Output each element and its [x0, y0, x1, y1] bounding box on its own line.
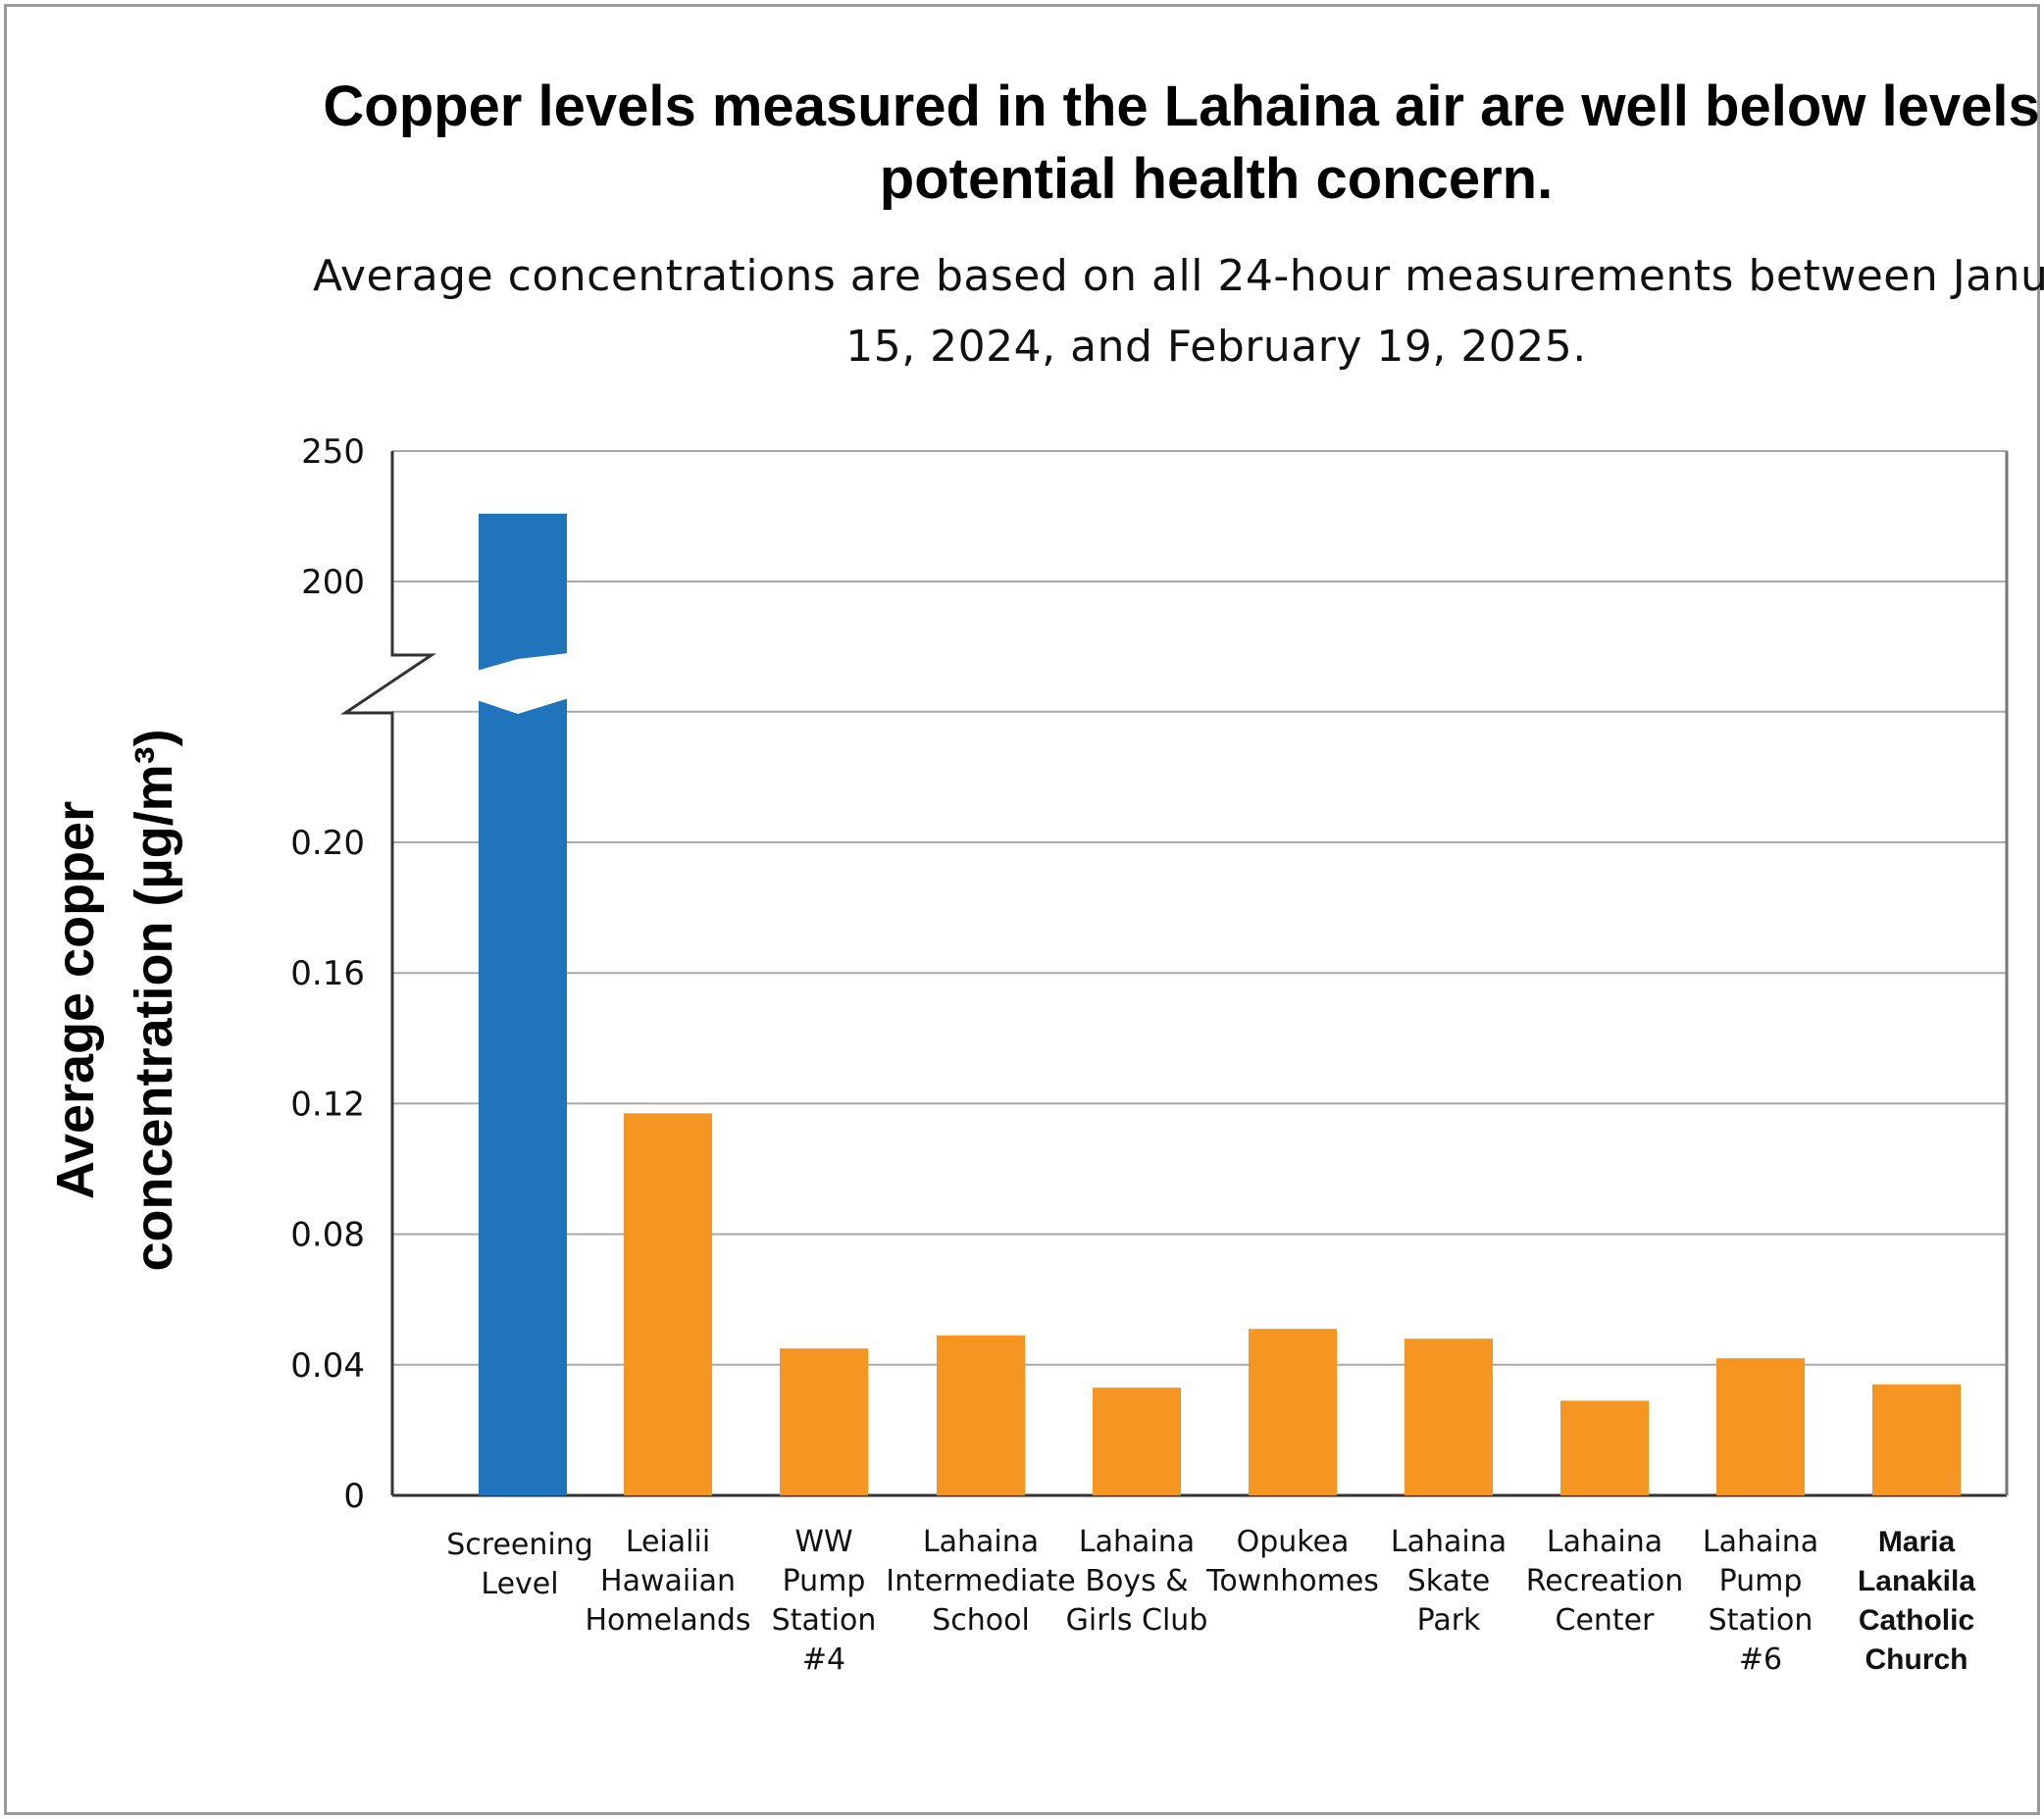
y-tick-label: 0.12 — [290, 1085, 365, 1124]
y-tick-labels: 0 0.04 0.08 0.12 0.16 0.20 200 250 — [290, 432, 365, 1516]
bar — [1560, 1400, 1649, 1495]
x-tick-label-line: Pump — [1719, 1564, 1803, 1598]
y-axis-label-line1: Average copper — [46, 801, 105, 1199]
x-tick-label-line: Church — [1865, 1643, 1968, 1676]
x-tick-label-line: Station — [772, 1603, 877, 1638]
bar — [1093, 1388, 1181, 1495]
x-tick-label-line: Station — [1709, 1603, 1814, 1638]
x-tick-label-line: Leialii — [626, 1525, 710, 1559]
x-tick-label-line: Boys & — [1085, 1564, 1188, 1598]
x-tick-label-line: Hawaiian — [600, 1564, 736, 1598]
x-tick-label-line: Intermediate — [886, 1564, 1076, 1598]
bar — [937, 1335, 1025, 1495]
x-tick-label-line: #4 — [802, 1642, 845, 1677]
bar — [1716, 1358, 1805, 1495]
x-tick-label-line: Recreation — [1526, 1564, 1683, 1598]
x-tick-label-line: Homelands — [586, 1603, 751, 1638]
x-tick-label-line: Screening — [446, 1528, 593, 1562]
chart-subtitle: Average concentrations are based on all … — [312, 251, 2044, 372]
y-tick-label: 0 — [343, 1477, 365, 1516]
bar — [1405, 1339, 1493, 1495]
x-tick-label-line: Lahaina — [1703, 1525, 1818, 1559]
x-tick-label-line: Lahaina — [1391, 1525, 1507, 1559]
bar — [780, 1348, 868, 1495]
x-tick-label: Maria Lanakila Catholic Church — [1858, 1526, 1975, 1676]
bars — [477, 513, 1961, 1495]
x-tick-label-line: Maria — [1878, 1526, 1956, 1558]
x-tick-label: Lahaina Intermediate School — [886, 1525, 1076, 1638]
x-tick-label: Lahaina Skate Park — [1391, 1525, 1507, 1638]
x-tick-label: Lahaina Boys & Girls Club — [1066, 1525, 1208, 1638]
y-axis-line-with-break — [340, 451, 436, 1495]
y-axis-label-line2: concentration (µg/m³) — [125, 729, 183, 1271]
x-tick-label: Leialii Hawaiian Homelands — [586, 1525, 751, 1638]
y-tick-label: 200 — [301, 563, 365, 602]
y-axis-label-group: Average copper concentration (µg/m³) — [46, 729, 183, 1271]
x-tick-label-line: Lahaina — [1547, 1525, 1662, 1559]
x-tick-label-line: Level — [481, 1567, 558, 1601]
x-tick-label-line: School — [932, 1603, 1030, 1638]
x-tick-label: Opukea Townhomes — [1205, 1525, 1379, 1598]
x-tick-label-line: Catholic — [1859, 1604, 1974, 1637]
x-tick-label-line: WW — [794, 1525, 852, 1559]
bar — [1249, 1329, 1337, 1495]
chart-title: Copper levels measured in the Lahaina ai… — [323, 75, 2044, 211]
x-tick-label-line: Pump — [783, 1564, 866, 1598]
x-tick-label-line: Lanakila — [1858, 1565, 1975, 1597]
bar — [624, 1113, 712, 1495]
chart-frame — [4, 4, 2040, 1815]
y-tick-label: 250 — [301, 432, 365, 472]
y-tick-label: 0.20 — [290, 824, 365, 863]
bar — [1872, 1384, 1961, 1495]
y-tick-label: 0.04 — [290, 1346, 365, 1386]
x-tick-label-line: Opukea — [1237, 1525, 1350, 1559]
y-tick-label: 0.08 — [290, 1216, 365, 1255]
y-tick-label: 0.16 — [290, 954, 365, 993]
x-tick-label: Lahaina Recreation Center — [1526, 1525, 1683, 1638]
x-tick-label-line: Lahaina — [1079, 1525, 1195, 1559]
x-tick-labels: Screening Level Leialii Hawaiian Homelands WW… — [446, 1525, 1975, 1677]
x-tick-label: Screening Level — [446, 1528, 593, 1601]
axis-break-gap — [477, 653, 569, 714]
x-tick-label: Lahaina Pump Station #6 — [1703, 1525, 1818, 1677]
x-tick-label-line: Skate — [1407, 1564, 1491, 1598]
x-tick-label-line: Girls Club — [1066, 1603, 1208, 1638]
x-tick-label-line: Center — [1556, 1603, 1656, 1638]
x-tick-label-line: #6 — [1739, 1642, 1782, 1677]
x-tick-label-line: Park — [1417, 1603, 1481, 1638]
x-tick-label-line: Lahaina — [923, 1525, 1039, 1559]
x-tick-label-line: Townhomes — [1205, 1564, 1379, 1598]
x-tick-label: WW Pump Station #4 — [772, 1525, 877, 1677]
